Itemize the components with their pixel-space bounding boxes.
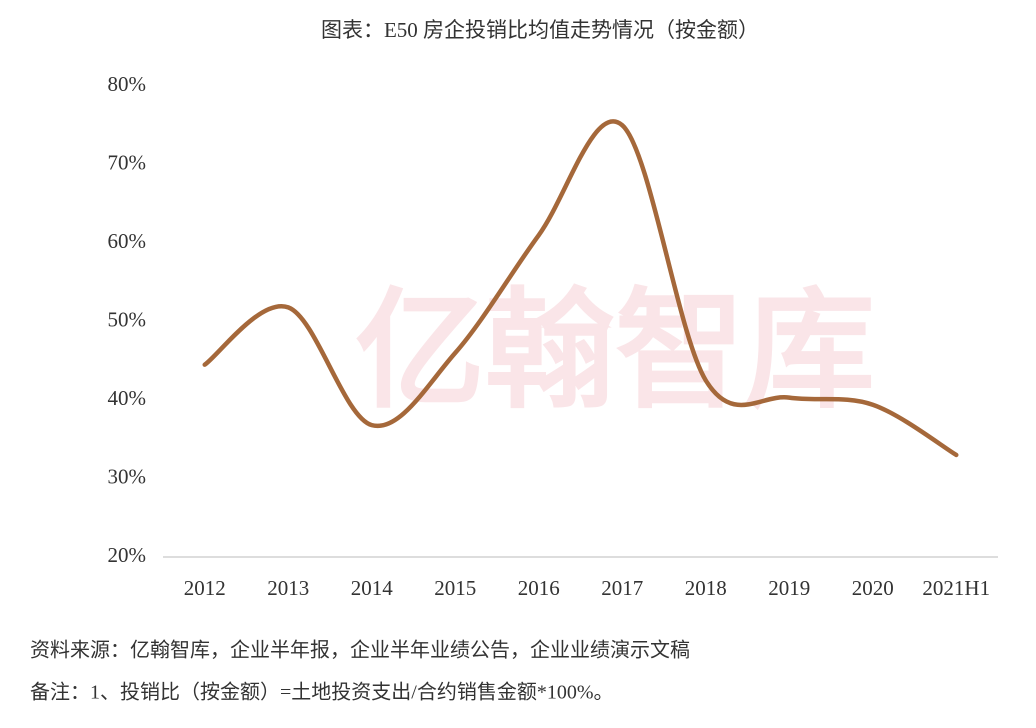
y-tick-label: 50%	[108, 307, 147, 331]
source-note: 资料来源：亿翰智库，企业半年报，企业半年业绩公告，企业业绩演示文稿	[30, 639, 690, 662]
chart-title: 图表：E50 房企投销比均值走势情况（按金额）	[321, 18, 759, 42]
y-tick-label: 20%	[108, 543, 147, 567]
y-tick-label: 70%	[108, 150, 147, 174]
y-tick-label: 30%	[108, 464, 147, 488]
x-tick-label: 2014	[351, 576, 394, 600]
x-tick-label: 2021H1	[922, 576, 990, 600]
x-tick-label: 2012	[184, 576, 226, 600]
x-tick-label: 2015	[434, 576, 476, 600]
x-tick-label: 2020	[852, 576, 894, 600]
x-tick-label: 2013	[267, 576, 309, 600]
watermark: 亿翰智库	[355, 275, 875, 427]
x-tick-label: 2016	[518, 576, 560, 600]
x-tick-label: 2018	[685, 576, 727, 600]
y-tick-label: 40%	[108, 386, 147, 410]
data-line	[202, 119, 959, 458]
x-tick-label: 2019	[768, 576, 810, 600]
remark-note: 备注：1、投销比（按金额）=土地投资支出/合约销售金额*100%。	[30, 681, 614, 704]
y-tick-label: 80%	[108, 72, 147, 96]
y-tick-label: 60%	[108, 229, 147, 253]
x-tick-label: 2017	[601, 576, 643, 600]
